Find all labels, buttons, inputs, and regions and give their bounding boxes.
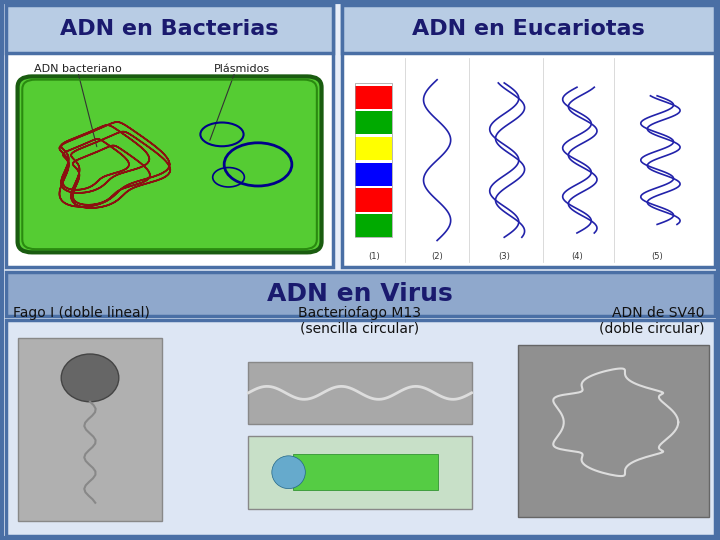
Text: ADN bacteriano: ADN bacteriano [34, 64, 122, 74]
Text: ADN en Eucariotas: ADN en Eucariotas [412, 19, 645, 39]
Text: (4): (4) [571, 252, 582, 261]
Text: (3): (3) [498, 252, 510, 261]
Text: Fago I (doble lineal): Fago I (doble lineal) [13, 306, 150, 320]
Bar [6, 5, 333, 267]
Bar [18, 338, 162, 521]
Bar [342, 5, 715, 267]
Bar [356, 188, 392, 212]
Ellipse shape [61, 354, 119, 402]
Bar [248, 436, 472, 509]
Text: Bacteriofago M13: Bacteriofago M13 [299, 306, 421, 320]
Bar [6, 272, 715, 316]
Bar [6, 320, 715, 536]
Bar [293, 454, 438, 490]
Bar [356, 85, 392, 109]
Bar [356, 111, 392, 134]
Text: ADN en Virus: ADN en Virus [268, 282, 453, 306]
Bar [356, 83, 392, 237]
Ellipse shape [272, 456, 305, 489]
Bar [518, 345, 709, 517]
Bar [248, 362, 472, 424]
FancyBboxPatch shape [17, 77, 322, 252]
Text: ADN en Bacterias: ADN en Bacterias [60, 19, 279, 39]
Text: (doble circular): (doble circular) [598, 322, 704, 336]
Bar [356, 214, 392, 237]
Bar [6, 5, 333, 53]
Bar [356, 163, 392, 186]
Bar [342, 5, 715, 53]
Text: (1): (1) [368, 252, 379, 261]
Text: ADN de SV40: ADN de SV40 [612, 306, 704, 320]
Text: (5): (5) [652, 252, 663, 261]
Text: (2): (2) [431, 252, 443, 261]
Text: (sencilla circular): (sencilla circular) [300, 322, 420, 336]
Bar [356, 137, 392, 160]
Text: Plásmidos: Plásmidos [214, 64, 270, 74]
